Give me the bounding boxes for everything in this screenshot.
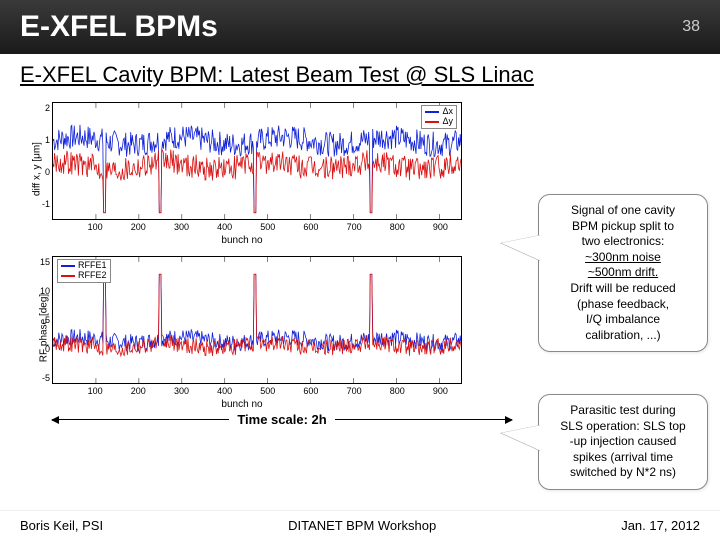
callout1-drift: ~500nm drift.	[549, 265, 697, 281]
callout-tail-icon	[501, 425, 541, 451]
callout1-l5: (phase feedback,	[549, 297, 697, 313]
callout1-l6: I/Q imbalance	[549, 312, 697, 328]
chart2-xlabel: bunch no	[221, 399, 262, 410]
footer-author: Boris Keil, PSI	[20, 518, 103, 533]
callout-noise-drift: Signal of one cavity BPM pickup split to…	[538, 194, 708, 352]
timescale-row: Time scale: 2h	[52, 412, 512, 427]
arrow-right	[335, 419, 512, 420]
callout1-l1: Signal of one cavity	[549, 203, 697, 219]
callout1-l2: BPM pickup split to	[549, 219, 697, 235]
chart-rf-phase: RF phase [deg] -5051015 RFFE1RFFE2 10020…	[12, 248, 472, 408]
chart2-yticks: -5051015	[34, 256, 50, 384]
callout1-l4: Drift will be reduced	[549, 281, 697, 297]
chart1-xticks: 100200300400500600700800900	[52, 222, 462, 234]
callout-parasitic: Parasitic test during SLS operation: SLS…	[538, 394, 708, 490]
chart-diff-xy: diff x, y [μm] -1012 ΔxΔy 10020030040050…	[12, 94, 472, 244]
callout2-l5: switched by N*2 ns)	[549, 465, 697, 481]
slide-footer: Boris Keil, PSI DITANET BPM Workshop Jan…	[0, 510, 720, 540]
slide-subtitle: E-XFEL Cavity BPM: Latest Beam Test @ SL…	[0, 54, 720, 94]
callout2-l3: -up injection caused	[549, 434, 697, 450]
callout1-noise: ~300nm noise	[549, 250, 697, 266]
chart1-plot: ΔxΔy	[52, 102, 462, 220]
chart1-yticks: -1012	[34, 102, 50, 220]
chart1-legend: ΔxΔy	[421, 105, 457, 129]
chart2-legend: RFFE1RFFE2	[57, 259, 111, 283]
footer-date: Jan. 17, 2012	[621, 518, 700, 533]
chart2-xticks: 100200300400500600700800900	[52, 386, 462, 398]
slide-header: E-XFEL BPMs 38	[0, 0, 720, 54]
page-number: 38	[682, 18, 700, 36]
content-area: diff x, y [μm] -1012 ΔxΔy 10020030040050…	[0, 94, 720, 427]
callout2-l2: SLS operation: SLS top	[549, 419, 697, 435]
callout1-l3: two electronics:	[549, 234, 697, 250]
arrow-left	[52, 419, 229, 420]
chart1-xlabel: bunch no	[221, 235, 262, 246]
callout1-l7: calibration, ...)	[549, 328, 697, 344]
callout-tail-icon	[501, 235, 541, 261]
callout2-l4: spikes (arrival time	[549, 450, 697, 466]
header-title: E-XFEL BPMs	[20, 10, 218, 44]
chart2-plot: RFFE1RFFE2	[52, 256, 462, 384]
timescale-label: Time scale: 2h	[229, 412, 334, 427]
callout2-l1: Parasitic test during	[549, 403, 697, 419]
footer-event: DITANET BPM Workshop	[288, 518, 436, 533]
